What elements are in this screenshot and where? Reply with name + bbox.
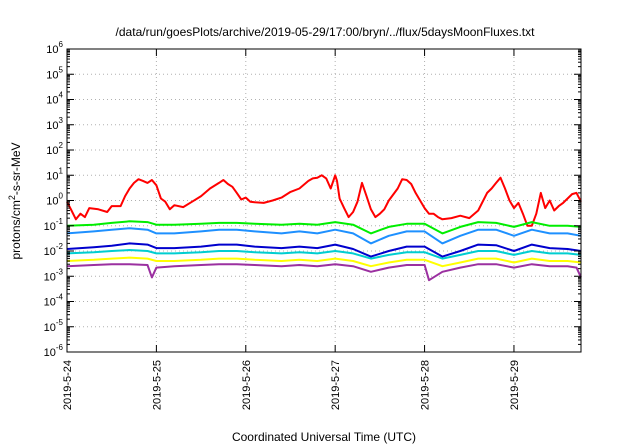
y-axis-ticks: 106 105 104 103 102 101 100 10-1 10-2 10-3 10-4 10-… (44, 40, 581, 359)
x-tick-label: 2019-5-29 (509, 360, 521, 410)
y-tick-label: 10-1 (44, 217, 64, 233)
x-axis-ticks: 2019-5-24 2019-5-25 2019-5-26 2019-5-27 2019… (62, 49, 521, 410)
y-tick-label: 100 (46, 192, 63, 208)
y-axis-label: protons/cm2-s-sr-MeV (7, 142, 23, 259)
x-tick-label: 2019-5-26 (241, 360, 253, 410)
x-tick-label: 2019-5-24 (62, 360, 74, 410)
x-tick-label: 2019-5-25 (151, 360, 163, 410)
series-line-7 (66, 263, 582, 282)
series-line-4 (66, 242, 582, 258)
x-axis-label: Coordinated Universal Time (UTC) (232, 430, 416, 444)
y-tick-label: 105 (46, 65, 63, 81)
y-tick-label: 106 (46, 40, 63, 56)
y-tick-label: 102 (46, 141, 63, 157)
series-line-6 (66, 256, 582, 268)
y-tick-label: 101 (46, 166, 63, 182)
y-tick-label: 10-6 (44, 343, 64, 359)
series-line-2 (66, 220, 582, 235)
y-tick-label: 10-2 (44, 242, 64, 258)
chart-title: /data/run/goesPlots/archive/2019-05-29/1… (116, 25, 536, 39)
x-tick-label: 2019-5-28 (420, 360, 432, 410)
series-line-5 (66, 249, 582, 260)
data-series (66, 174, 582, 282)
y-tick-label: 10-4 (44, 293, 64, 309)
y-tick-label: 10-5 (44, 318, 64, 334)
x-tick-label: 2019-5-27 (330, 360, 342, 410)
grid-lines (67, 49, 581, 352)
y-tick-label: 103 (46, 116, 63, 132)
series-line-3 (66, 227, 582, 245)
series-line-1 (66, 174, 582, 227)
y-tick-label: 10-3 (44, 267, 64, 283)
y-tick-label: 104 (46, 91, 63, 107)
